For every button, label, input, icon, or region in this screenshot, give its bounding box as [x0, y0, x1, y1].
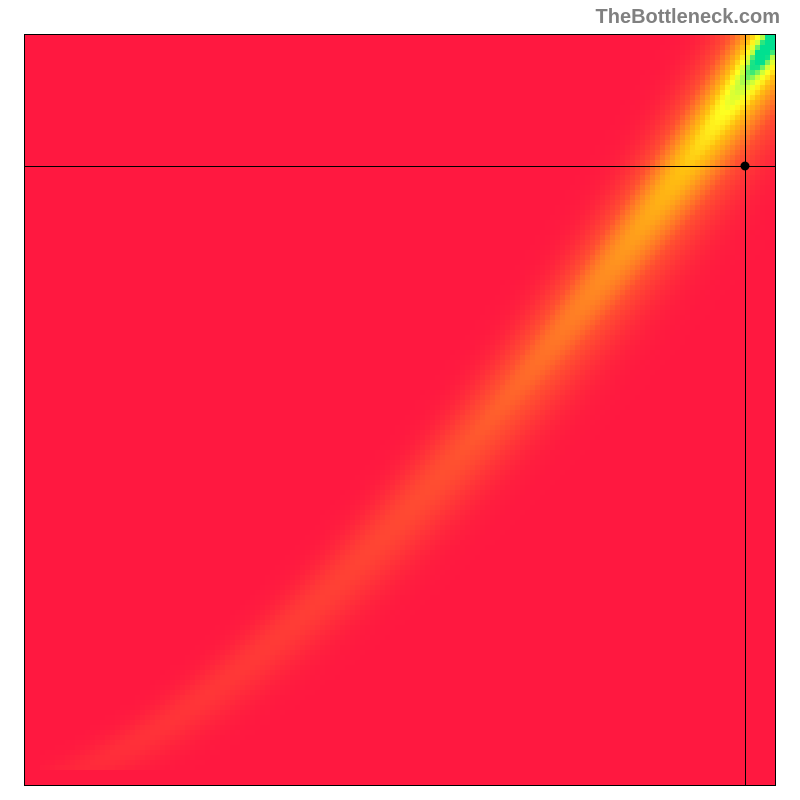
crosshair-horizontal — [25, 166, 775, 167]
heatmap-canvas — [25, 35, 775, 785]
crosshair-marker — [741, 162, 750, 171]
bottleneck-heatmap — [24, 34, 776, 786]
attribution-text: TheBottleneck.com — [596, 6, 780, 29]
crosshair-vertical — [745, 35, 746, 785]
